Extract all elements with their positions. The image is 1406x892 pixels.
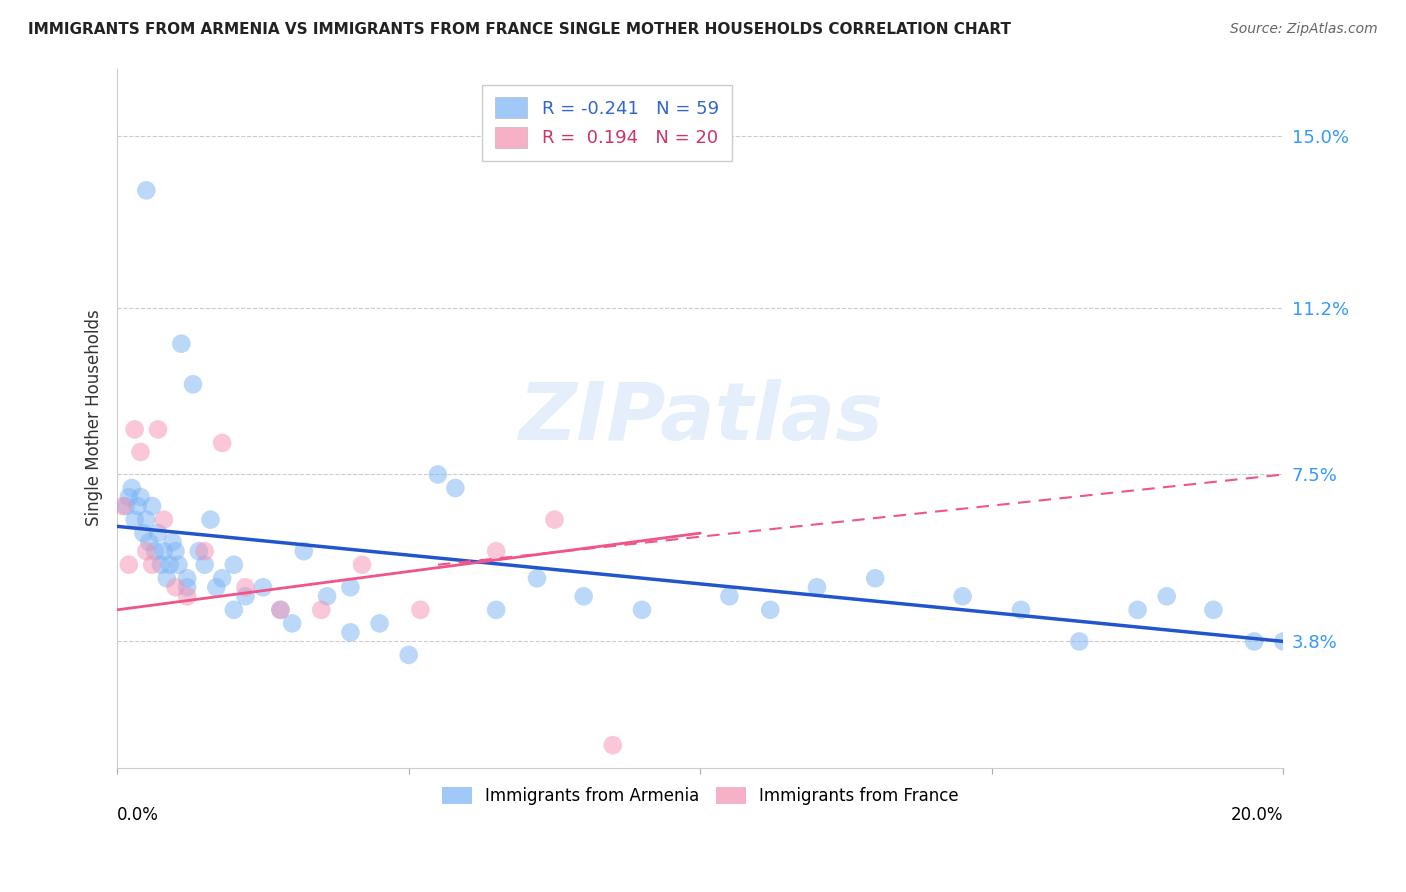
Point xyxy=(135,183,157,197)
Point xyxy=(352,558,374,572)
Point xyxy=(165,544,187,558)
Legend: Immigrants from Armenia, Immigrants from France: Immigrants from Armenia, Immigrants from… xyxy=(434,780,966,812)
Point xyxy=(141,558,163,572)
Text: 20.0%: 20.0% xyxy=(1230,806,1284,824)
Point xyxy=(235,580,257,594)
Point xyxy=(631,603,654,617)
Point xyxy=(526,571,548,585)
Point xyxy=(759,603,782,617)
Point xyxy=(235,589,257,603)
Point xyxy=(187,544,209,558)
Point xyxy=(863,571,886,585)
Point xyxy=(176,589,198,603)
Text: 0.0%: 0.0% xyxy=(117,806,159,824)
Point xyxy=(156,571,179,585)
Point xyxy=(170,336,193,351)
Point xyxy=(444,481,467,495)
Point xyxy=(211,571,233,585)
Point xyxy=(1272,634,1295,648)
Point xyxy=(135,544,157,558)
Point xyxy=(127,499,149,513)
Point xyxy=(194,544,217,558)
Point xyxy=(124,422,146,436)
Point xyxy=(485,603,508,617)
Text: IMMIGRANTS FROM ARMENIA VS IMMIGRANTS FROM FRANCE SINGLE MOTHER HOUSEHOLDS CORRE: IMMIGRANTS FROM ARMENIA VS IMMIGRANTS FR… xyxy=(28,22,1011,37)
Point xyxy=(368,616,391,631)
Point xyxy=(176,571,198,585)
Point xyxy=(1202,603,1225,617)
Point xyxy=(309,603,332,617)
Point xyxy=(115,499,138,513)
Text: Source: ZipAtlas.com: Source: ZipAtlas.com xyxy=(1230,22,1378,37)
Point xyxy=(1069,634,1091,648)
Point xyxy=(159,558,181,572)
Point xyxy=(269,603,291,617)
Point xyxy=(339,625,361,640)
Text: ZIPatlas: ZIPatlas xyxy=(517,379,883,457)
Point xyxy=(143,544,166,558)
Point xyxy=(269,603,291,617)
Point xyxy=(181,377,204,392)
Point xyxy=(200,513,222,527)
Point xyxy=(211,436,233,450)
Point xyxy=(806,580,828,594)
Point xyxy=(129,445,152,459)
Point xyxy=(409,603,432,617)
Point xyxy=(485,544,508,558)
Point xyxy=(602,738,624,752)
Point xyxy=(165,580,187,594)
Point xyxy=(222,558,245,572)
Point xyxy=(339,580,361,594)
Point xyxy=(292,544,315,558)
Point xyxy=(121,481,143,495)
Point xyxy=(1126,603,1149,617)
Point xyxy=(124,513,146,527)
Y-axis label: Single Mother Households: Single Mother Households xyxy=(86,310,103,526)
Point xyxy=(118,558,141,572)
Point xyxy=(176,580,198,594)
Point xyxy=(316,589,339,603)
Point xyxy=(129,490,152,504)
Point xyxy=(281,616,304,631)
Point xyxy=(149,558,172,572)
Point xyxy=(146,526,169,541)
Point xyxy=(1156,589,1178,603)
Point xyxy=(141,499,163,513)
Point xyxy=(1010,603,1032,617)
Point xyxy=(543,513,565,527)
Point xyxy=(118,490,141,504)
Point xyxy=(153,513,176,527)
Point xyxy=(222,603,245,617)
Point xyxy=(153,544,176,558)
Point xyxy=(111,499,134,513)
Point xyxy=(426,467,449,482)
Point xyxy=(952,589,974,603)
Point xyxy=(146,422,169,436)
Point xyxy=(398,648,420,662)
Point xyxy=(132,526,155,541)
Point xyxy=(138,535,160,549)
Point xyxy=(252,580,274,594)
Point xyxy=(718,589,741,603)
Point xyxy=(167,558,190,572)
Point xyxy=(194,558,217,572)
Point xyxy=(572,589,595,603)
Point xyxy=(162,535,184,549)
Point xyxy=(205,580,228,594)
Point xyxy=(135,513,157,527)
Point xyxy=(1243,634,1265,648)
